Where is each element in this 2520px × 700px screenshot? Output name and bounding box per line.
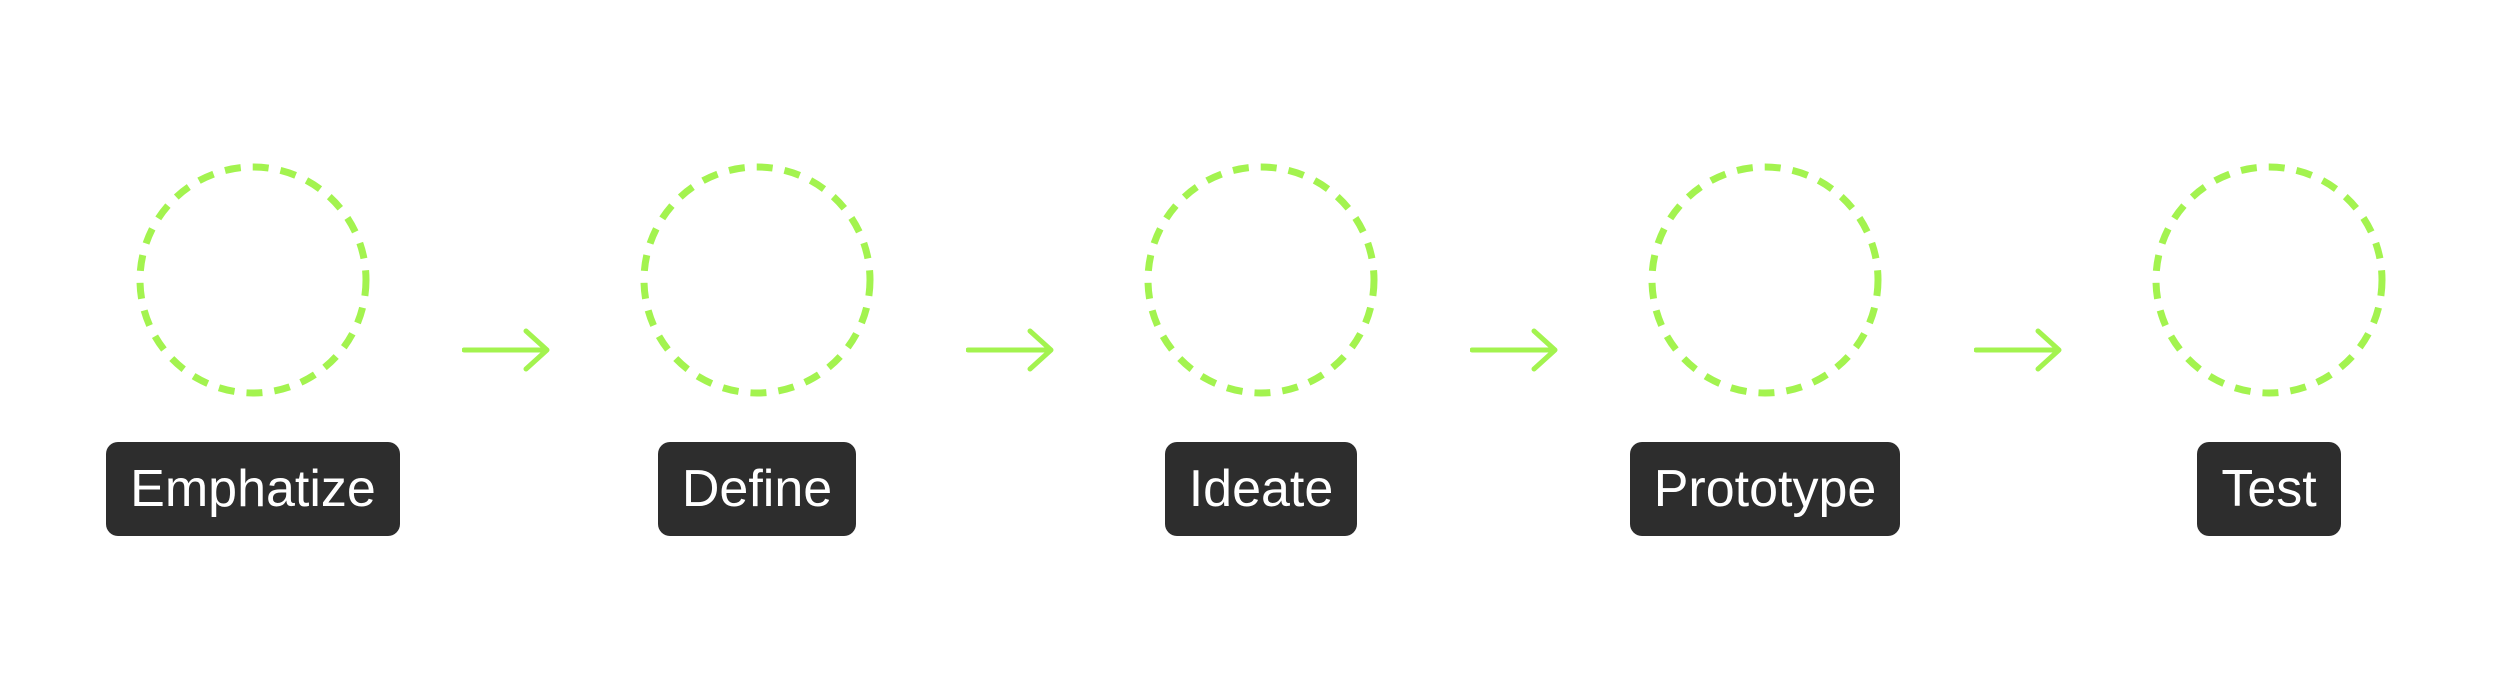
arrow-right-icon (1470, 328, 1560, 372)
arrow-right-icon (966, 328, 1056, 372)
step-test: Test (2019, 162, 2519, 542)
step-label: Test (2197, 442, 2341, 536)
dashed-circle-placeholder (1648, 163, 1882, 397)
dashed-circle-placeholder (136, 163, 370, 397)
step-label: Define (657, 442, 857, 536)
step-ideate: Ideate (1011, 162, 1511, 542)
step-emphatize: Emphatize (3, 162, 503, 542)
dashed-circle-placeholder (640, 163, 874, 397)
step-label: Emphatize (106, 442, 400, 536)
dashed-circle-placeholder (2152, 163, 2386, 397)
step-prototype: Prototype (1515, 162, 2015, 542)
arrow-right-icon (462, 328, 552, 372)
step-label: Ideate (1164, 442, 1358, 536)
step-label: Prototype (1629, 442, 1901, 536)
arrow-right-icon (1974, 328, 2064, 372)
step-define: Define (507, 162, 1007, 542)
dashed-circle-placeholder (1144, 163, 1378, 397)
